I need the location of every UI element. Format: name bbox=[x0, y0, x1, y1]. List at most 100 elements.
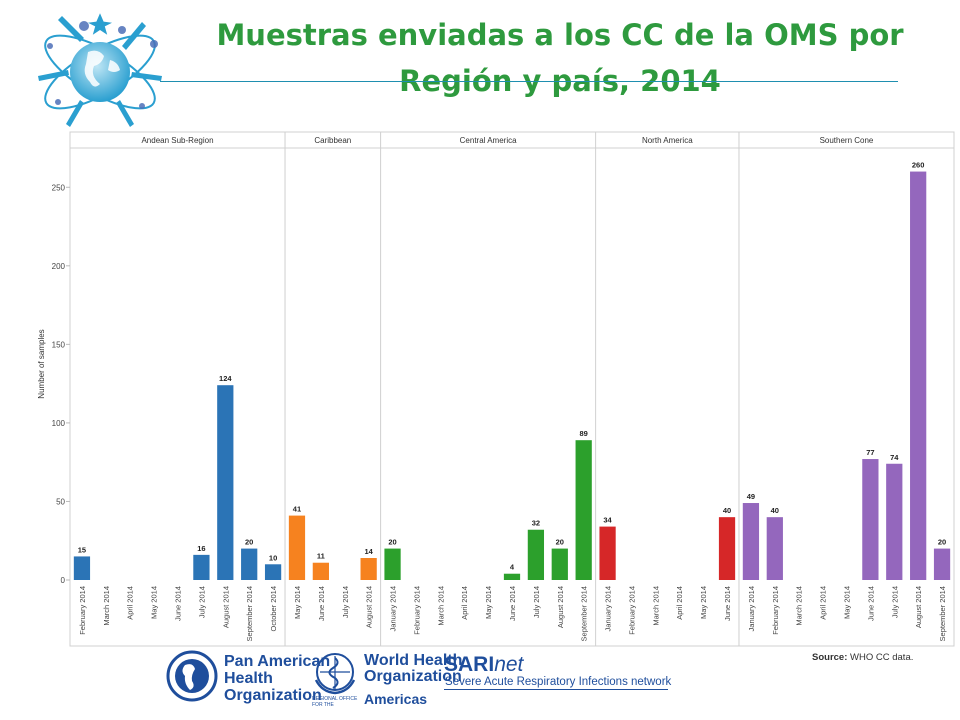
x-tick-label: May 2014 bbox=[484, 586, 493, 619]
y-tick-label: 50 bbox=[56, 497, 65, 506]
bar bbox=[73, 556, 91, 580]
bar-value-label: 34 bbox=[603, 516, 612, 525]
bar-value-label: 40 bbox=[723, 506, 731, 515]
y-axis-label: Number of samples bbox=[37, 329, 46, 398]
bar bbox=[193, 554, 210, 580]
bar bbox=[933, 548, 951, 580]
sarinet-brand: SARInet bbox=[444, 653, 524, 676]
bar-value-label: 20 bbox=[245, 538, 253, 547]
bar-value-label: 41 bbox=[293, 505, 301, 514]
bar bbox=[575, 440, 592, 580]
who-region-label: Americas bbox=[364, 691, 428, 707]
bar-value-label: 124 bbox=[219, 374, 232, 383]
source-note: Source: WHO CC data. bbox=[812, 652, 913, 663]
bar-value-label: 74 bbox=[890, 453, 899, 462]
x-tick-label: April 2014 bbox=[675, 586, 684, 620]
x-tick-label: August 2014 bbox=[914, 586, 923, 628]
x-tick-label: September 2014 bbox=[580, 586, 589, 641]
x-tick-label: February 2014 bbox=[771, 586, 780, 635]
x-tick-label: September 2014 bbox=[245, 586, 254, 641]
x-tick-label: April 2014 bbox=[819, 586, 828, 620]
bar-value-label: 77 bbox=[866, 448, 874, 457]
bar bbox=[312, 562, 329, 580]
bar-value-label: 20 bbox=[388, 538, 396, 547]
x-tick-label: July 2014 bbox=[532, 586, 541, 618]
bar bbox=[288, 515, 306, 580]
globe-virus-logo bbox=[38, 13, 162, 127]
chart: Number of samples 0 50 100 150 200 250 Andean S… bbox=[37, 131, 955, 647]
bar bbox=[766, 517, 783, 580]
x-tick-label: May 2014 bbox=[293, 586, 302, 619]
bar-value-label: 15 bbox=[78, 545, 86, 554]
x-tick-label: April 2014 bbox=[126, 586, 135, 620]
bar-value-label: 14 bbox=[364, 547, 373, 556]
sarinet-tagline: Severe Acute Respiratory Infections netw… bbox=[445, 676, 672, 688]
x-tick-label: March 2014 bbox=[436, 586, 445, 626]
x-tick-label: January 2014 bbox=[747, 586, 756, 631]
bar bbox=[551, 548, 568, 580]
x-tick-label: October 2014 bbox=[269, 586, 278, 631]
y-tick-label: 0 bbox=[61, 576, 66, 585]
bar bbox=[217, 385, 234, 580]
x-tick-label: January 2014 bbox=[389, 586, 398, 631]
x-tick-label: February 2014 bbox=[412, 586, 421, 635]
source-text: WHO CC data. bbox=[850, 652, 914, 663]
x-tick-label: June 2014 bbox=[508, 586, 517, 621]
x-tick-label: June 2014 bbox=[317, 586, 326, 621]
x-tick-label: June 2014 bbox=[866, 586, 875, 621]
bar bbox=[527, 529, 545, 580]
bar-value-label: 4 bbox=[510, 563, 515, 572]
bar-value-label: 40 bbox=[771, 506, 779, 515]
x-tick-label: February 2014 bbox=[627, 586, 636, 635]
y-tick-label: 200 bbox=[52, 262, 66, 271]
bar bbox=[503, 573, 521, 580]
facet-header: North America bbox=[642, 136, 693, 145]
who-office-label: REGIONAL OFFICE FOR THE bbox=[312, 696, 358, 708]
bar bbox=[862, 459, 879, 580]
bar bbox=[718, 517, 736, 580]
x-tick-label: August 2014 bbox=[221, 586, 230, 628]
title-underline bbox=[160, 81, 898, 82]
who-name: World Health Organization bbox=[364, 652, 463, 685]
bar-value-label: 260 bbox=[912, 161, 925, 170]
facet-header: Caribbean bbox=[314, 136, 351, 145]
x-tick-label: March 2014 bbox=[795, 586, 804, 626]
source-label: Source: bbox=[812, 652, 848, 663]
y-tick-label: 150 bbox=[52, 340, 66, 349]
x-tick-label: July 2014 bbox=[890, 586, 899, 618]
bar bbox=[910, 171, 927, 580]
bar bbox=[886, 463, 903, 580]
x-tick-label: May 2014 bbox=[150, 586, 159, 619]
who-emblem-icon bbox=[314, 653, 356, 695]
x-tick-label: September 2014 bbox=[938, 586, 947, 641]
bar bbox=[360, 558, 377, 580]
bar bbox=[742, 503, 760, 580]
paho-emblem-icon bbox=[166, 650, 218, 702]
bar-value-label: 20 bbox=[938, 538, 946, 547]
x-tick-label: February 2014 bbox=[78, 586, 87, 635]
facet-header: Southern Cone bbox=[820, 136, 874, 145]
bar-value-label: 20 bbox=[556, 538, 564, 547]
bar-value-label: 89 bbox=[580, 429, 588, 438]
facet-header: Andean Sub-Region bbox=[141, 136, 213, 145]
bar bbox=[264, 564, 282, 580]
x-tick-label: May 2014 bbox=[842, 586, 851, 619]
bar bbox=[241, 548, 258, 580]
y-tick-label: 100 bbox=[52, 419, 66, 428]
bar-value-label: 49 bbox=[747, 492, 755, 501]
x-tick-label: June 2014 bbox=[723, 586, 732, 621]
bar bbox=[599, 526, 616, 580]
bar-value-label: 11 bbox=[317, 552, 325, 561]
x-tick-label: March 2014 bbox=[651, 586, 660, 626]
bar-value-label: 16 bbox=[197, 544, 205, 553]
facet-header: Central America bbox=[460, 136, 517, 145]
x-tick-label: August 2014 bbox=[365, 586, 374, 628]
x-tick-label: June 2014 bbox=[174, 586, 183, 621]
plot-frame bbox=[69, 131, 955, 647]
who-logo: REGIONAL OFFICE FOR THE World Health Org… bbox=[310, 650, 462, 710]
x-tick-label: July 2014 bbox=[197, 586, 206, 618]
x-tick-label: January 2014 bbox=[604, 586, 613, 631]
paho-name: Pan American Health Organization bbox=[224, 653, 331, 704]
x-tick-label: July 2014 bbox=[341, 586, 350, 618]
x-tick-label: March 2014 bbox=[102, 586, 111, 626]
